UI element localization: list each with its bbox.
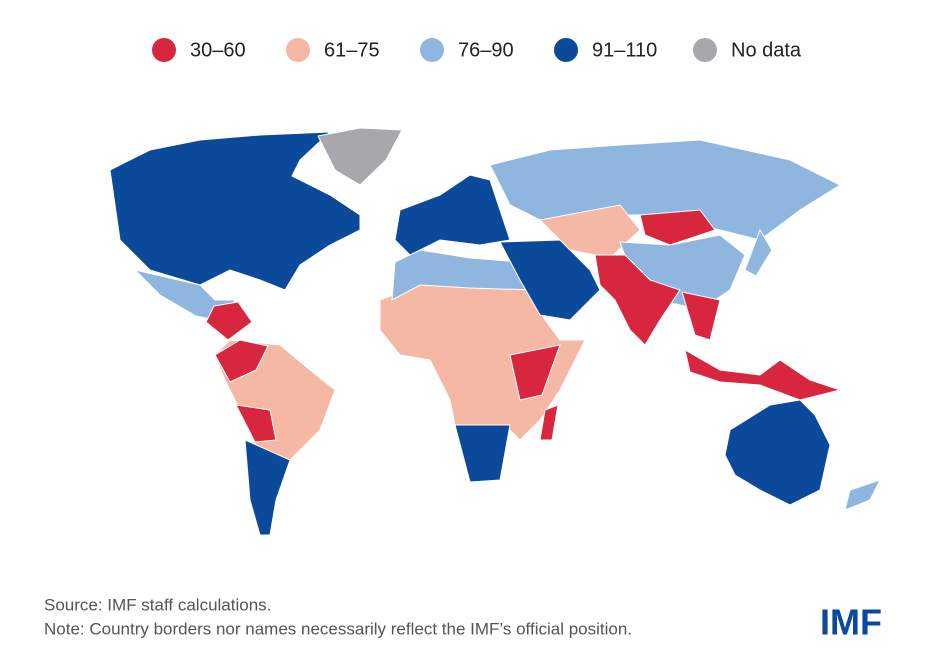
logo: IMF xyxy=(820,602,882,643)
region xyxy=(681,291,721,341)
legend-swatch xyxy=(152,38,176,62)
legend-label: 76–90 xyxy=(458,39,514,61)
world-map xyxy=(109,127,881,536)
legend-label: 30–60 xyxy=(190,39,246,61)
region xyxy=(235,404,277,443)
legend-label: No data xyxy=(731,39,802,61)
region xyxy=(744,228,773,277)
region xyxy=(844,479,881,511)
region xyxy=(214,339,269,383)
region xyxy=(394,174,511,256)
region xyxy=(539,404,559,441)
legend-label: 91–110 xyxy=(592,39,657,61)
region xyxy=(639,209,716,246)
region xyxy=(594,254,681,346)
region xyxy=(724,399,831,506)
legend-swatch xyxy=(420,38,444,62)
legend-swatch xyxy=(554,38,578,62)
note: Note: Country borders nor names necessar… xyxy=(44,619,632,638)
region xyxy=(109,131,361,291)
region xyxy=(454,424,511,483)
legend-swatch xyxy=(286,38,310,62)
region xyxy=(244,439,291,536)
region xyxy=(509,344,561,401)
legend: 30–60 61–75 76–90 91–110 No data xyxy=(152,38,802,62)
region xyxy=(205,301,253,341)
legend-swatch xyxy=(693,38,717,62)
legend-label: 61–75 xyxy=(324,39,380,61)
region xyxy=(317,127,403,186)
source: Source: IMF staff calculations. xyxy=(44,595,271,614)
region xyxy=(684,349,842,401)
